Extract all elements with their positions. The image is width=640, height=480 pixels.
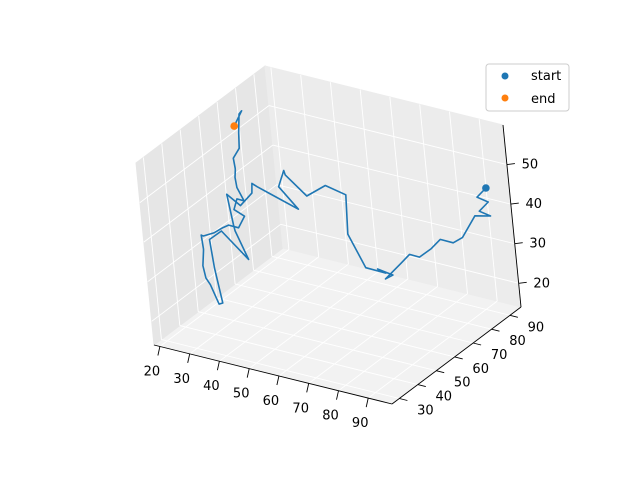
marker-start <box>482 184 490 192</box>
tick-x <box>336 390 339 400</box>
grid-x-back <box>478 119 498 302</box>
tick-x <box>306 383 310 393</box>
z-axis-line <box>502 124 522 308</box>
legend-end-label: end <box>531 92 556 107</box>
tick-z <box>506 163 515 166</box>
tick-label-x: 90 <box>352 416 369 431</box>
grid-x-floor <box>248 271 379 369</box>
grid-x-floor <box>367 300 498 399</box>
tick-y <box>417 384 426 388</box>
tick-label-y: 30 <box>417 404 434 419</box>
tick-label-x: 70 <box>292 401 309 416</box>
grid-x-back <box>419 104 439 287</box>
tick-label-x: 50 <box>233 387 250 402</box>
tick-label-y: 50 <box>454 376 471 391</box>
x-axis-line <box>153 344 393 405</box>
tick-x <box>276 375 280 386</box>
tick-z <box>518 281 527 284</box>
grid-x-back <box>359 89 379 272</box>
grid-x-floor <box>159 249 290 347</box>
tick-y <box>399 398 408 401</box>
grid-z-wall <box>139 105 270 203</box>
grid-x-back <box>389 96 409 280</box>
tick-label-y: 40 <box>436 390 453 405</box>
tick-x <box>216 361 220 371</box>
tick-label-z: 50 <box>522 158 539 173</box>
grid-x-floor <box>308 286 438 384</box>
tick-label-y: 90 <box>528 320 545 335</box>
grid-y-wall <box>179 129 199 312</box>
tick-label-y: 70 <box>491 348 508 363</box>
grid-y-floor <box>216 297 455 358</box>
grid-y-wall <box>142 157 162 340</box>
legend-start-marker <box>501 72 509 80</box>
tick-x <box>157 346 161 356</box>
grid-x-back <box>270 67 290 250</box>
marker-end <box>230 122 238 130</box>
tick-y <box>436 370 445 374</box>
grid-x-floor <box>189 256 319 355</box>
grid-z-back <box>276 184 515 245</box>
tick-y <box>454 356 463 360</box>
legend: start end <box>485 63 570 112</box>
grid-x-back <box>449 111 468 294</box>
grid-y-floor <box>198 311 437 372</box>
tick-y <box>472 342 482 346</box>
tick-label-x: 30 <box>173 372 190 387</box>
grid-y-wall <box>216 101 236 285</box>
legend-start-label: start <box>531 69 561 84</box>
trajectory-line <box>200 110 492 305</box>
grid-y-floor <box>234 283 474 344</box>
tick-label-y: 80 <box>509 334 526 349</box>
grid-x-floor <box>338 293 468 392</box>
plot-series <box>200 110 492 305</box>
grid-z-wall <box>143 144 274 243</box>
grid-x-floor <box>219 263 349 362</box>
grid-x-back <box>300 74 320 257</box>
tick-label-z: 30 <box>529 237 546 252</box>
grid-y-floor <box>271 255 511 316</box>
grid-y-wall <box>253 74 273 257</box>
grid-x-back <box>329 82 349 265</box>
tick-x <box>365 398 369 408</box>
tick-label-z: 40 <box>526 197 543 212</box>
tick-label-z: 20 <box>533 276 550 291</box>
grid-y-floor <box>161 339 400 399</box>
grid-y-floor <box>253 269 492 330</box>
tick-y <box>509 314 519 318</box>
grid-z-back <box>272 144 511 205</box>
tick-label-x: 80 <box>322 409 339 424</box>
tick-x <box>246 368 250 378</box>
legend-end-marker <box>501 94 509 102</box>
grid-y-wall <box>161 143 181 326</box>
tick-z <box>514 242 523 245</box>
grid-y-floor <box>179 325 418 386</box>
tick-marks <box>157 163 527 408</box>
tick-label-x: 60 <box>263 394 280 409</box>
grid-z-back <box>280 223 519 284</box>
grid-x-floor <box>278 278 409 377</box>
tick-z <box>510 202 519 205</box>
axis-panes <box>135 65 523 405</box>
tick-label-y: 60 <box>472 362 489 377</box>
axis-lines <box>153 124 522 405</box>
y-axis-line <box>391 306 522 405</box>
tick-y <box>491 328 500 332</box>
tick-x <box>187 353 191 363</box>
tick-label-x: 40 <box>203 379 220 394</box>
tick-label-x: 20 <box>144 365 161 380</box>
grid-z-back <box>268 105 508 166</box>
